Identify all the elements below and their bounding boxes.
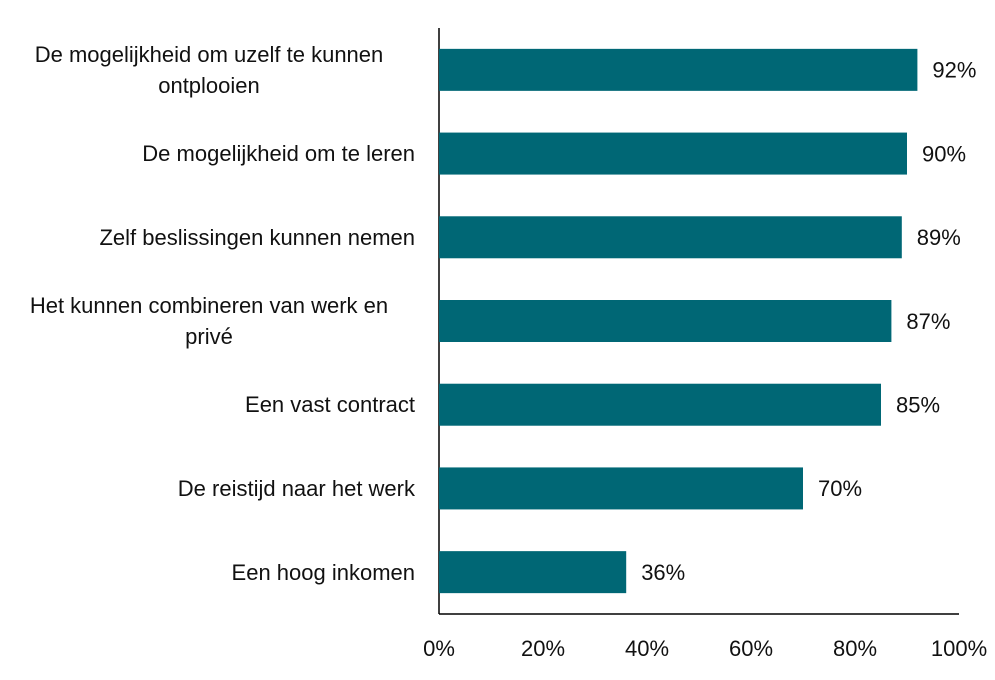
x-tick-label: 60% xyxy=(729,636,773,661)
y-tick-label: De reistijd naar het werk xyxy=(177,475,415,501)
bar xyxy=(439,551,627,594)
x-tick-label: 0% xyxy=(423,636,455,661)
value-label: 90% xyxy=(922,141,966,166)
x-tick-label: 20% xyxy=(521,636,565,661)
value-label: 87% xyxy=(906,309,950,334)
category-label-box: De reistijd naar het werk xyxy=(0,446,415,530)
bar xyxy=(439,300,892,342)
category-label-box: De mogelijkheid om te leren xyxy=(0,112,415,196)
y-tick-label: Een vast contract xyxy=(245,392,415,418)
category-label-box: Een vast contract xyxy=(0,363,415,447)
value-label: 92% xyxy=(932,58,976,83)
y-tick-label: De mogelijkheid om uzelf te kunnen ontpl… xyxy=(34,41,384,98)
y-tick-label: Het kunnen combineren van werk en privé xyxy=(29,293,389,349)
bar xyxy=(439,48,918,91)
bar xyxy=(439,467,803,510)
y-tick-label: De mogelijkheid om te leren xyxy=(142,141,415,167)
category-label-box: Zelf beslissingen kunnen nemen xyxy=(0,195,415,279)
category-label-box: Het kunnen combineren van werk en privé xyxy=(0,279,415,363)
value-label: 70% xyxy=(818,476,862,501)
bar xyxy=(439,383,881,426)
y-tick-label: Zelf beslissingen kunnen nemen xyxy=(99,224,415,250)
category-label-box: De mogelijkheid om uzelf te kunnen ontpl… xyxy=(0,28,415,112)
bar xyxy=(439,132,907,175)
y-tick-label: Een hoog inkomen xyxy=(231,559,415,585)
category-label-box: Een hoog inkomen xyxy=(0,530,415,614)
x-tick-label: 40% xyxy=(625,636,669,661)
value-label: 89% xyxy=(917,225,961,250)
x-tick-label: 80% xyxy=(833,636,877,661)
value-label: 36% xyxy=(641,560,685,585)
x-tick-label: 100% xyxy=(931,636,987,661)
bar xyxy=(439,216,902,259)
value-label: 85% xyxy=(896,393,940,418)
